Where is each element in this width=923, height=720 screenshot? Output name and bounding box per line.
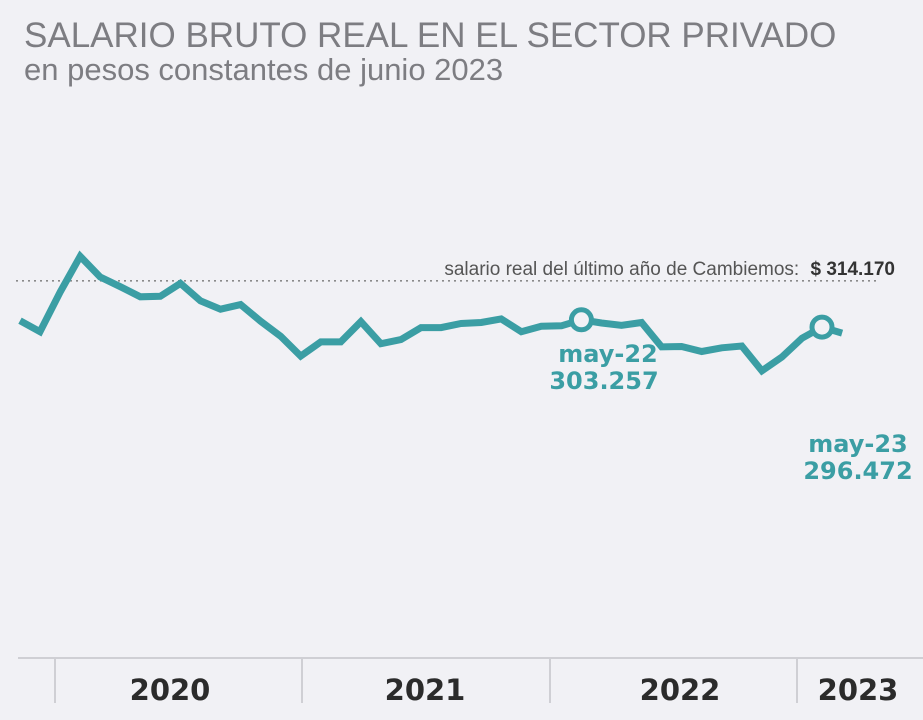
reference-label: salario real del último año de Cambiemos… bbox=[444, 259, 895, 280]
chart-title: SALARIO BRUTO REAL EN EL SECTOR PRIVADO bbox=[24, 16, 837, 55]
annotation-date-may-23: may-23 bbox=[808, 430, 907, 458]
x-tick-2023: 2023 bbox=[818, 673, 899, 707]
x-tick-2021: 2021 bbox=[385, 673, 466, 707]
annotation-date-may-22: may-22 bbox=[558, 340, 657, 368]
annotation-value-may-22: 303.257 bbox=[549, 367, 658, 395]
x-tick-2020: 2020 bbox=[130, 673, 211, 707]
annotation-marker-may-23 bbox=[809, 314, 835, 340]
reference-value: $ 314.170 bbox=[810, 259, 895, 280]
chart-subtitle: en pesos constantes de junio 2023 bbox=[24, 52, 504, 87]
series-line bbox=[18, 250, 844, 376]
annotation-marker-may-22 bbox=[568, 307, 594, 333]
reference-label-text: salario real del último año de Cambiemos… bbox=[444, 259, 799, 280]
x-tick-2022: 2022 bbox=[640, 673, 721, 707]
annotation-value-may-23: 296.472 bbox=[803, 457, 912, 485]
